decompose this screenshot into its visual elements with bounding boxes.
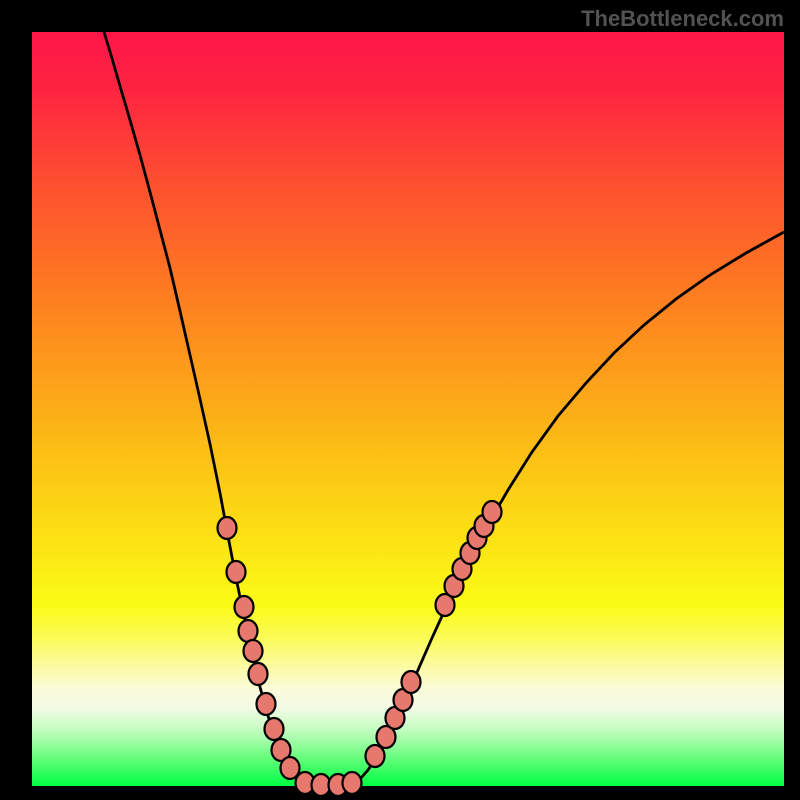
right-curve [350, 232, 784, 786]
plot-area [32, 32, 784, 786]
marker-group [218, 501, 502, 796]
data-marker [218, 517, 237, 539]
watermark-text: TheBottleneck.com [581, 6, 784, 32]
data-marker [239, 620, 258, 642]
left-curve [104, 32, 308, 786]
data-marker [402, 671, 421, 693]
curve-group [104, 32, 784, 786]
data-marker [483, 501, 502, 523]
data-marker [227, 561, 246, 583]
data-marker [244, 640, 263, 662]
data-marker [366, 745, 385, 767]
data-marker [235, 596, 254, 618]
data-marker [249, 663, 268, 685]
data-marker [265, 718, 284, 740]
chart-svg [32, 32, 784, 786]
data-marker [343, 772, 362, 794]
data-marker [257, 693, 276, 715]
